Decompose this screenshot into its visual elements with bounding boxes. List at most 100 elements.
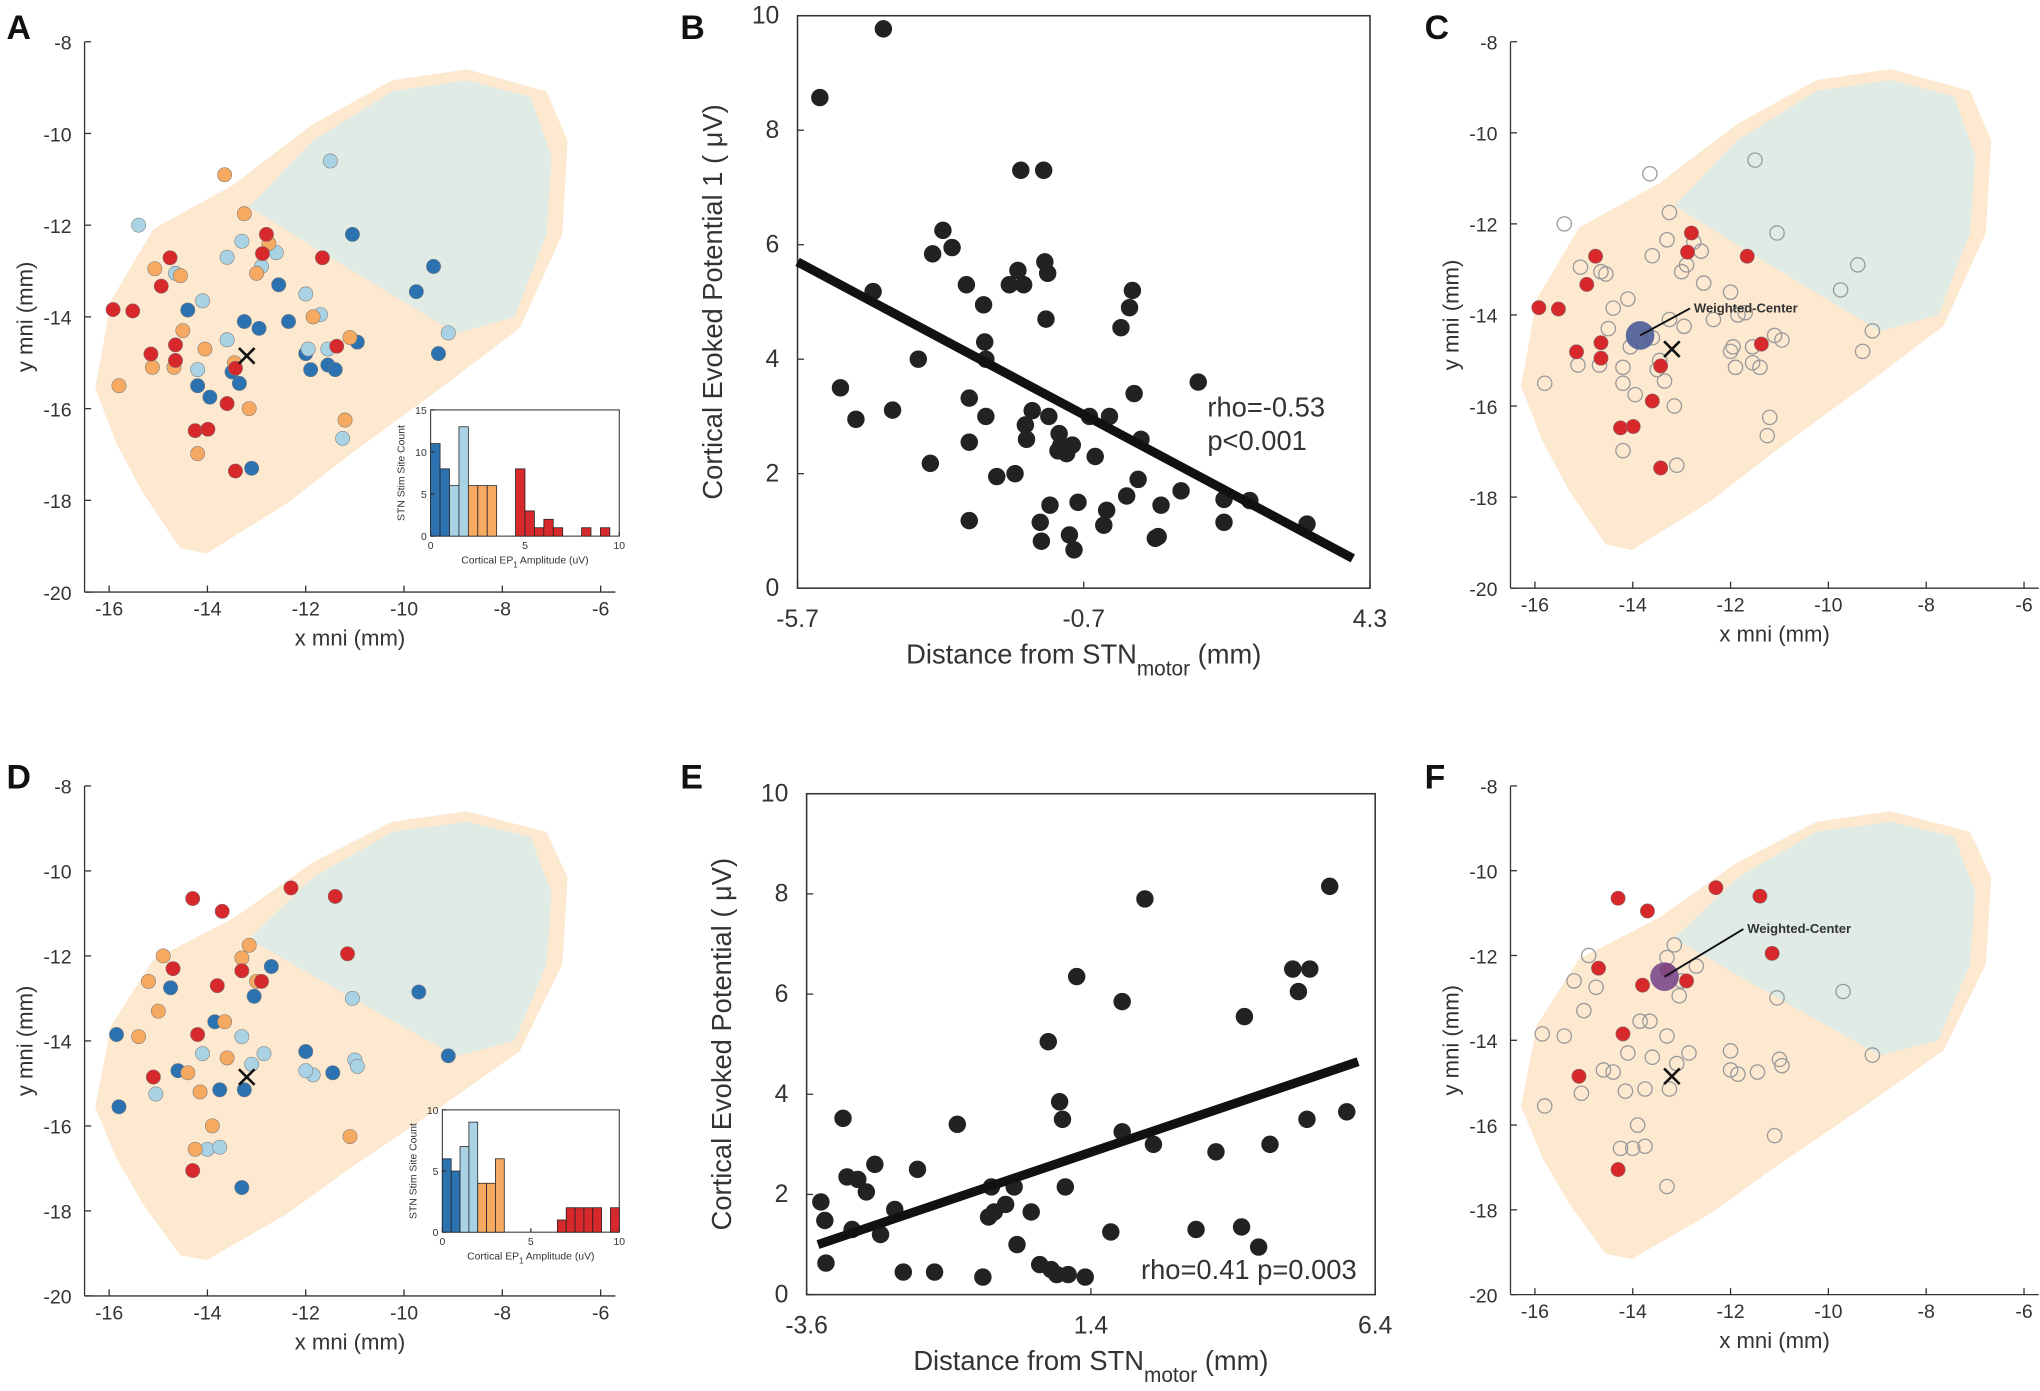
- data-point: [1556, 216, 1573, 232]
- data-point: [228, 463, 243, 479]
- data-point: [1600, 320, 1617, 337]
- data-point: [1759, 427, 1776, 444]
- y-tick-label: 8: [766, 117, 780, 144]
- y-tick-label: -12: [43, 216, 71, 238]
- data-point: [1059, 1265, 1077, 1284]
- data-point: [1117, 487, 1136, 505]
- x-tick-label: -0.7: [1062, 606, 1105, 633]
- data-point: [1615, 1026, 1631, 1042]
- data-point: [1573, 1085, 1590, 1102]
- data-point: [1588, 979, 1604, 996]
- data-point: [249, 265, 265, 281]
- data-point: [192, 1084, 208, 1100]
- data-point: [1680, 244, 1695, 260]
- data-point: [1249, 1238, 1268, 1256]
- panel-label: C: [1425, 9, 1449, 47]
- data-point: [1576, 1002, 1592, 1019]
- center-mark: [1663, 1067, 1681, 1086]
- y-tick-label: -16: [1469, 1116, 1497, 1138]
- data-point: [1189, 373, 1207, 391]
- x-axis-label: Distance from STNmotor (mm): [913, 1345, 1268, 1387]
- data-point: [172, 268, 188, 284]
- panel: D -16 -14 -12 -10 -8 -6 -20 -18 -16 -14 -12 -10 -8 y m…: [7, 759, 626, 1355]
- data-point: [1032, 532, 1051, 550]
- histogram-bar: [565, 1207, 576, 1233]
- data-point: [1753, 336, 1769, 352]
- x-tick-label: -10: [390, 598, 418, 620]
- data-point: [190, 362, 206, 378]
- data-point: [1261, 1135, 1279, 1154]
- data-point: [298, 1063, 314, 1079]
- data-point: [195, 293, 210, 309]
- inset-x-tick-label: 10: [614, 1237, 626, 1248]
- data-point: [327, 889, 343, 904]
- data-point: [1571, 1068, 1587, 1084]
- data-point: [1056, 1178, 1075, 1196]
- data-point: [1739, 248, 1755, 264]
- y-tick-label: -12: [1469, 946, 1497, 968]
- data-point: [244, 460, 260, 476]
- data-point: [263, 959, 279, 974]
- data-point: [271, 277, 287, 293]
- data-point: [1752, 359, 1768, 376]
- data-point: [1749, 1064, 1766, 1080]
- inset-y-tick-label: 15: [415, 406, 427, 417]
- data-point: [236, 314, 252, 329]
- data-point: [426, 259, 441, 274]
- data-point: [163, 980, 178, 996]
- panel: C -16 -14 -12 -10 -8 -6 -20 -18 -16 -14 -12 -10 -8 y m…: [1425, 9, 2039, 647]
- data-point: [1679, 973, 1694, 989]
- annotation: rho=0.41 p=0.003: [1141, 1254, 1357, 1285]
- x-axis-label-text: Distance from STN: [913, 1345, 1144, 1376]
- data-point: [337, 412, 353, 428]
- data-point: [1676, 318, 1692, 335]
- data-point: [219, 396, 235, 411]
- center-mark: [238, 1068, 256, 1086]
- y-axis-label: Cortical Evoked Potential 1 ( μV): [697, 104, 728, 499]
- data-point: [1644, 1049, 1661, 1066]
- data-point: [1041, 496, 1059, 514]
- y-axis-label: y mni (mm): [1438, 985, 1463, 1096]
- data-point: [1659, 1028, 1675, 1044]
- data-point: [234, 963, 250, 979]
- y-tick-label: -8: [54, 33, 71, 55]
- y-tick-label: -18: [1469, 1201, 1497, 1223]
- data-point: [345, 991, 360, 1006]
- y-tick-label: -12: [1469, 215, 1497, 237]
- y-tick-label: -10: [1469, 124, 1497, 146]
- data-point: [1187, 1220, 1205, 1239]
- x-tick-label: -8: [1918, 595, 1935, 617]
- histogram-bar: [449, 485, 460, 537]
- histogram-bar: [592, 1207, 602, 1233]
- x-axis-label: x mni (mm): [1719, 1328, 1830, 1353]
- x-tick-label: -10: [1814, 595, 1842, 617]
- inset-y-tick-label: 0: [421, 532, 427, 543]
- data-point: [925, 1263, 944, 1281]
- histogram-bar: [581, 527, 592, 537]
- data-point: [200, 421, 216, 437]
- data-point: [960, 433, 978, 451]
- data-point: [141, 974, 156, 989]
- data-point: [202, 389, 218, 405]
- data-point: [219, 332, 235, 348]
- inset-x-label-text: Cortical EP: [467, 1251, 519, 1262]
- data-point: [1298, 1110, 1316, 1129]
- inset-y-label: STN Stim Site Count: [408, 1123, 419, 1219]
- data-point: [1038, 264, 1057, 283]
- data-point: [1666, 398, 1683, 414]
- data-point: [185, 1163, 201, 1178]
- data-point: [996, 1195, 1015, 1214]
- data-point: [147, 261, 163, 277]
- data-point: [1037, 310, 1055, 328]
- data-point: [1661, 1081, 1678, 1097]
- y-tick-label: -16: [43, 399, 71, 421]
- inset-x-label-tail: Amplitude (uV): [518, 555, 589, 566]
- data-point: [109, 1027, 124, 1042]
- data-point: [1605, 1064, 1621, 1080]
- data-point: [1864, 323, 1881, 339]
- data-point: [1644, 393, 1660, 409]
- data-point: [1659, 1178, 1675, 1195]
- data-point: [1632, 1013, 1648, 1030]
- callout-line: [1639, 307, 1691, 337]
